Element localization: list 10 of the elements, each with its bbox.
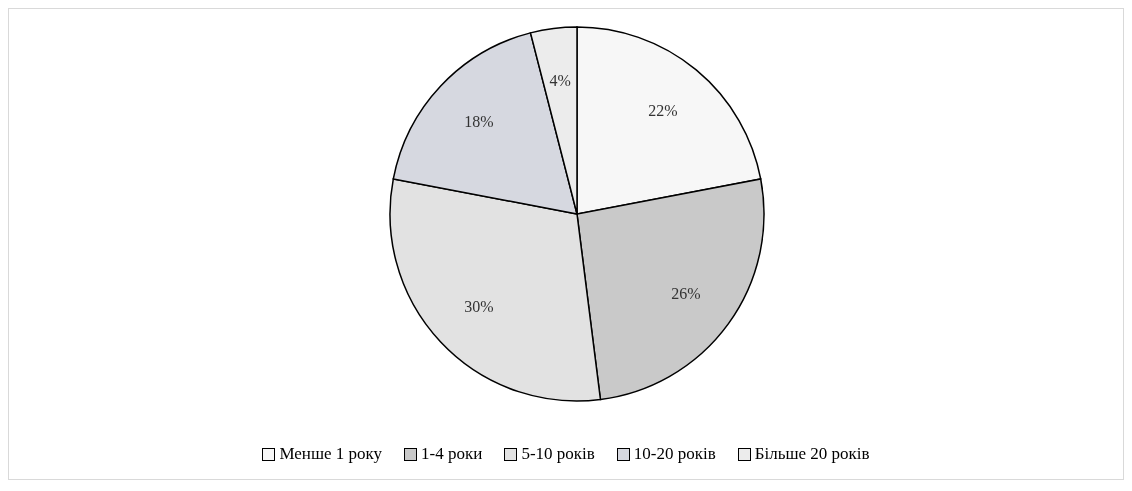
legend-label: 1-4 роки	[421, 444, 483, 464]
data-label: 18%	[464, 113, 494, 131]
data-label: 4%	[549, 71, 571, 89]
data-label: 22%	[648, 101, 678, 119]
legend-label: 5-10 років	[521, 444, 595, 464]
legend-label: Менше 1 року	[279, 444, 383, 464]
legend-label: 10-20 років	[633, 444, 716, 464]
data-label: 30%	[464, 297, 494, 315]
legend-label: Більше 20 років	[754, 444, 870, 464]
data-label: 26%	[671, 284, 701, 302]
